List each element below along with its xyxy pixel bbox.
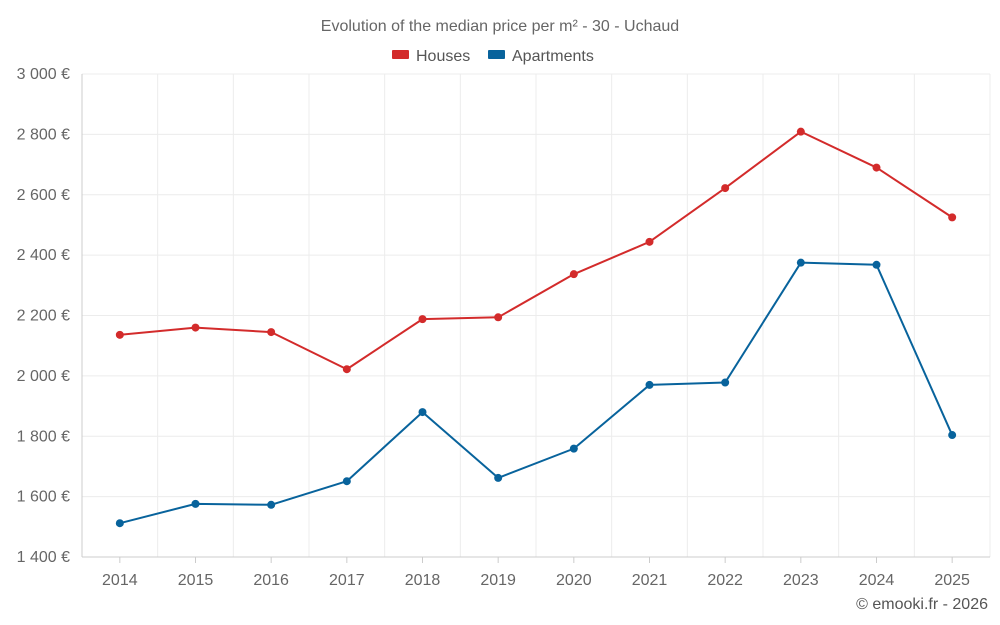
data-point-apartments[interactable]	[191, 499, 200, 508]
y-tick-label: 2 000 €	[17, 368, 70, 385]
x-tick-label: 2016	[253, 572, 289, 589]
data-point-apartments[interactable]	[342, 477, 351, 486]
x-tick-label: 2015	[178, 572, 214, 589]
data-point-apartments[interactable]	[872, 260, 881, 269]
data-point-houses[interactable]	[342, 365, 351, 374]
legend-label-houses: Houses	[416, 48, 470, 65]
y-tick-label: 3 000 €	[17, 66, 70, 83]
legend-item-apartments[interactable]: Apartments	[488, 48, 594, 65]
data-point-apartments[interactable]	[569, 444, 578, 453]
legend-label-apartments: Apartments	[512, 48, 594, 65]
data-point-apartments[interactable]	[948, 431, 957, 440]
series-line-houses	[119, 130, 953, 371]
data-point-apartments[interactable]	[721, 378, 730, 387]
y-tick-label: 1 400 €	[17, 549, 70, 566]
y-tick-label: 2 600 €	[17, 187, 70, 204]
copyright-credit: © emooki.fr - 2026	[856, 596, 988, 613]
series-line-apartments	[119, 261, 954, 525]
data-point-houses[interactable]	[494, 313, 503, 322]
data-point-houses[interactable]	[418, 315, 427, 324]
data-point-apartments[interactable]	[267, 500, 276, 509]
gridlines	[82, 73, 991, 557]
data-point-apartments[interactable]	[115, 519, 124, 528]
legend: Houses Apartments	[392, 48, 594, 65]
data-point-houses[interactable]	[267, 328, 276, 337]
x-tick-label: 2019	[480, 572, 516, 589]
data-point-houses[interactable]	[796, 127, 805, 136]
y-tick-label: 1 800 €	[17, 428, 70, 445]
x-tick-label: 2023	[783, 572, 819, 589]
data-point-houses[interactable]	[645, 237, 654, 246]
series-lines	[115, 127, 957, 528]
x-tick-label: 2014	[102, 572, 138, 589]
y-tick-label: 2 800 €	[17, 126, 70, 143]
y-tick-label: 1 600 €	[17, 489, 70, 506]
data-point-houses[interactable]	[948, 213, 957, 222]
y-axis: 1 400 € 1 600 € 1 800 € 2 000 € 2 200 € 2 400…	[17, 66, 83, 566]
data-point-apartments[interactable]	[494, 473, 503, 482]
data-point-apartments[interactable]	[418, 408, 427, 417]
data-point-houses[interactable]	[872, 163, 881, 172]
x-tick-label: 2021	[632, 572, 668, 589]
legend-swatch-houses	[392, 50, 409, 59]
chart-title: Evolution of the median price per m² - 3…	[321, 18, 679, 35]
x-tick-label: 2022	[707, 572, 743, 589]
data-point-apartments[interactable]	[645, 380, 654, 389]
x-tick-label: 2025	[934, 572, 970, 589]
x-axis: 2014 2015 2016 2017 2018 2019 2020 2021 2022 2023…	[82, 556, 990, 589]
y-tick-label: 2 400 €	[17, 247, 70, 264]
x-tick-label: 2020	[556, 572, 592, 589]
y-tick-label: 2 200 €	[17, 308, 70, 325]
data-point-houses[interactable]	[191, 323, 200, 332]
x-tick-label: 2024	[859, 572, 895, 589]
data-point-houses[interactable]	[721, 184, 730, 193]
x-tick-label: 2017	[329, 572, 365, 589]
data-point-houses[interactable]	[115, 330, 124, 339]
legend-swatch-apartments	[488, 50, 505, 59]
data-point-houses[interactable]	[569, 270, 578, 279]
legend-item-houses[interactable]: Houses	[392, 48, 470, 65]
data-point-apartments[interactable]	[796, 258, 805, 267]
x-tick-label: 2018	[405, 572, 441, 589]
